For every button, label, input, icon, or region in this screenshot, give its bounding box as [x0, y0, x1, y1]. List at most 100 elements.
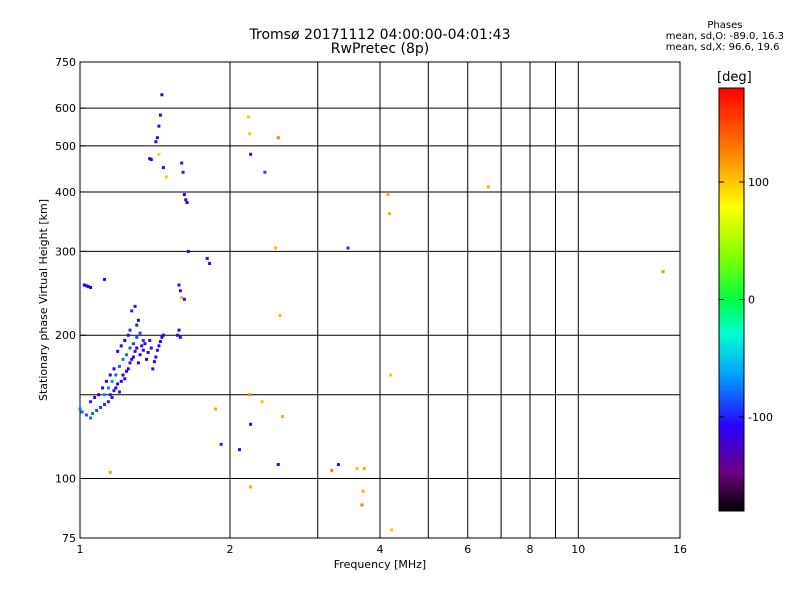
data-point	[128, 361, 132, 365]
data-point	[143, 342, 147, 346]
data-point	[164, 175, 168, 179]
x-tick-label: 16	[673, 543, 687, 556]
data-point	[99, 406, 103, 410]
data-point	[119, 379, 123, 383]
data-point	[177, 283, 181, 287]
colorbar-tick-label: -100	[748, 411, 773, 424]
data-point	[160, 93, 164, 97]
data-point	[145, 357, 149, 361]
data-point	[125, 369, 129, 373]
data-point	[149, 157, 153, 161]
data-point	[386, 193, 390, 197]
data-point	[346, 246, 350, 250]
phases-x-line: mean, sd,X: 96.6, 19.6	[665, 42, 780, 53]
data-point	[389, 373, 393, 377]
data-point	[186, 249, 190, 253]
data-point	[157, 344, 161, 348]
data-point	[82, 283, 86, 287]
data-point	[121, 373, 125, 377]
phases-o-line: mean, sd,O: -89.0, 16.3	[665, 31, 784, 42]
data-point	[151, 367, 155, 371]
data-point	[158, 113, 162, 117]
data-point	[178, 335, 182, 339]
data-point	[330, 468, 334, 472]
data-point	[138, 353, 142, 357]
y-tick-label: 400	[55, 186, 76, 199]
data-point	[182, 297, 186, 301]
data-point	[121, 357, 125, 361]
data-point	[135, 335, 139, 339]
data-point	[355, 466, 359, 470]
y-tick-label: 200	[55, 329, 76, 342]
data-point	[362, 466, 366, 470]
data-point	[185, 201, 189, 205]
data-point	[158, 340, 162, 344]
data-point	[248, 393, 252, 397]
data-point	[116, 349, 120, 353]
data-point	[390, 528, 394, 532]
data-point	[101, 386, 105, 390]
data-point	[178, 289, 182, 293]
chart-title: Tromsø 20171112 04:00:00-04:01:43	[249, 27, 511, 43]
data-point	[106, 386, 110, 390]
data-point	[128, 328, 132, 332]
colorbar-ticks: 100 0 -100	[719, 176, 773, 424]
data-point	[238, 448, 242, 452]
x-axis-ticks: 1 2 4 6 8 10 16	[77, 543, 688, 556]
data-point	[157, 152, 161, 156]
y-tick-label: 100	[55, 473, 76, 486]
data-point	[110, 379, 114, 383]
data-point	[247, 115, 251, 119]
grid-lines	[79, 62, 681, 538]
data-point	[161, 333, 165, 337]
data-point	[219, 442, 223, 446]
data-point	[78, 407, 82, 411]
data-point	[486, 185, 490, 189]
data-point	[141, 348, 145, 352]
data-point	[136, 361, 140, 365]
colorbar-tick-label: 0	[748, 294, 755, 307]
data-point	[248, 132, 252, 136]
data-point	[126, 367, 130, 371]
data-point	[180, 296, 184, 300]
y-axis-ticks: 75 100 200 300 400 500 600 750	[55, 56, 86, 545]
data-point	[108, 393, 112, 397]
chart-subtitle: RwPretec (8p)	[330, 41, 430, 57]
data-point	[154, 355, 158, 359]
data-point	[182, 193, 186, 197]
data-point	[148, 338, 152, 342]
data-point	[249, 422, 253, 426]
data-point	[135, 346, 139, 350]
data-point	[84, 413, 88, 417]
data-point	[125, 353, 129, 357]
y-tick-label: 300	[55, 245, 76, 258]
x-tick-label: 8	[527, 543, 534, 556]
data-point	[205, 256, 209, 260]
data-point	[103, 403, 107, 407]
data-point	[276, 463, 280, 467]
data-point	[263, 170, 267, 174]
data-point	[148, 157, 152, 161]
data-point	[138, 331, 142, 335]
data-point	[661, 270, 665, 274]
data-point	[213, 407, 217, 411]
data-point	[123, 377, 127, 381]
data-point	[249, 485, 253, 489]
phases-legend: Phases mean, sd,O: -89.0, 16.3 mean, sd,…	[666, 20, 784, 53]
data-point	[361, 489, 365, 493]
data-point	[103, 393, 107, 397]
data-point	[281, 414, 285, 418]
y-tick-label: 750	[55, 56, 76, 69]
data-point	[126, 333, 130, 337]
data-point	[80, 410, 84, 414]
phases-title: Phases	[707, 20, 743, 31]
data-point	[116, 382, 120, 386]
data-point	[119, 344, 123, 348]
plot-frame	[79, 61, 681, 539]
data-point	[161, 166, 165, 170]
data-point	[360, 503, 364, 507]
data-point	[89, 416, 93, 420]
data-point	[141, 338, 145, 342]
data-point	[152, 360, 156, 364]
